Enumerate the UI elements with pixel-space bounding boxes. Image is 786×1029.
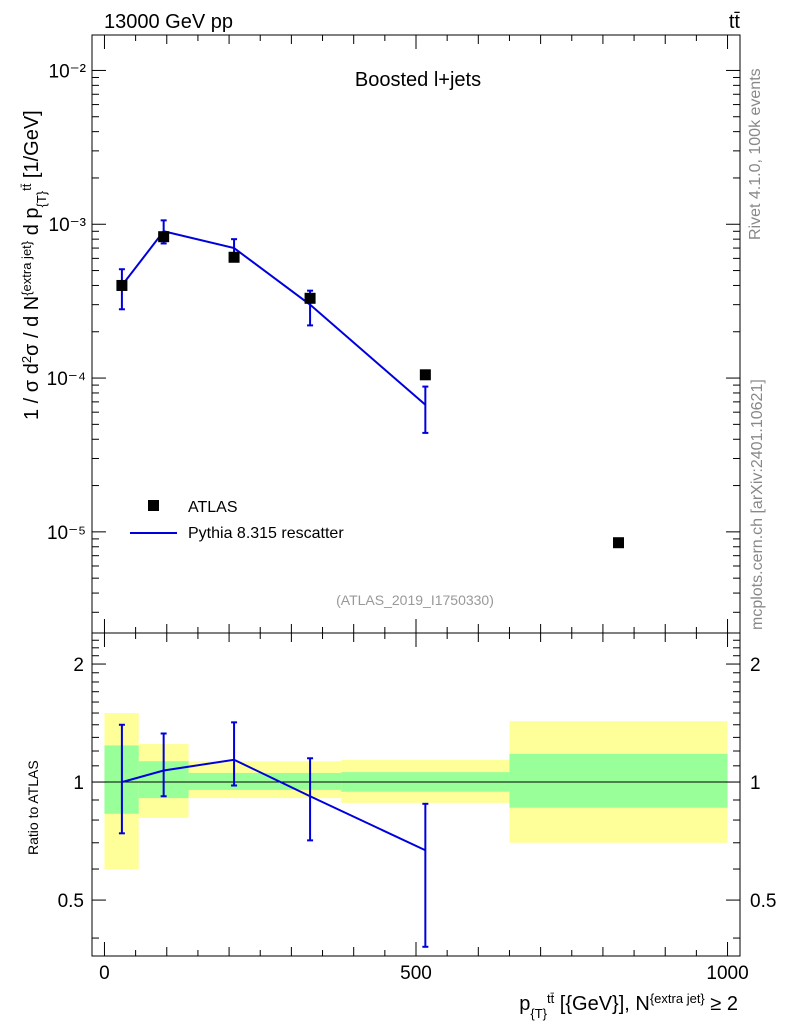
mc-series-line [121, 230, 427, 406]
ratio-ytick-label-right: 0.5 [750, 891, 776, 912]
legend-pythia-label: Pythia 8.315 rescatter [188, 525, 344, 542]
legend: ATLAS Pythia 8.315 rescatter [130, 499, 344, 542]
rivet-label: Rivet 4.1.0, 100k events [747, 68, 764, 240]
legend-atlas-marker [148, 500, 159, 511]
ratio-xtick-label: 0 [99, 963, 110, 984]
main-ytick-label: 10⁻⁴ [47, 369, 86, 390]
atlas-data-point [304, 292, 316, 304]
main-ytick-label: 10⁻⁵ [47, 523, 86, 544]
atlas-data-point [419, 369, 431, 381]
ratio-ytick-label-right: 2 [750, 655, 761, 676]
ratio-band-green [188, 772, 342, 790]
main-frame [91, 34, 741, 634]
ratio-ytick-label: 0.5 [58, 891, 84, 912]
analysis-label: (ATLAS_2019_I1750330) [336, 592, 494, 608]
ratio-ytick-label-right: 1 [750, 773, 761, 794]
ratio-xtick-label: 500 [400, 963, 432, 984]
ratio-xlabel: p{T}tt̄ [{GeV}], N{extra jet} ≥ 2 [519, 991, 738, 1021]
header-right-label: tt̄ [729, 11, 741, 33]
atlas-data-point [158, 231, 170, 243]
ratio-xtick-label: 1000 [706, 963, 748, 984]
ratio-ytick-label: 2 [73, 655, 84, 676]
main-ytick-label: 10⁻² [49, 61, 87, 82]
mcplots-label: mcplots.cern.ch [arXiv:2401.10621] [749, 379, 766, 630]
ratio-band-green [509, 753, 728, 808]
atlas-data-point [613, 537, 624, 549]
main-title: Boosted l+jets [355, 69, 481, 91]
ratio-ytick-label: 1 [73, 773, 84, 794]
main-ytick-label: 10⁻³ [49, 215, 87, 236]
legend-atlas-label: ATLAS [188, 499, 238, 516]
header-left-label: 13000 GeV pp [104, 11, 233, 33]
atlas-data-point [228, 251, 240, 263]
atlas-data-point [116, 279, 128, 291]
main-panel: 10⁻⁵ 10⁻⁴ 10⁻³ 10⁻² [47, 34, 741, 634]
ratio-ylabel: Ratio to ATLAS [25, 760, 41, 855]
main-ylabel: 1 / σ d2σ / d N{extra jet} d p{T}tt̄ [1/… [19, 110, 49, 420]
ratio-panel: 0.5 0.5 1 1 2 2 0 500 1000 [58, 632, 776, 984]
